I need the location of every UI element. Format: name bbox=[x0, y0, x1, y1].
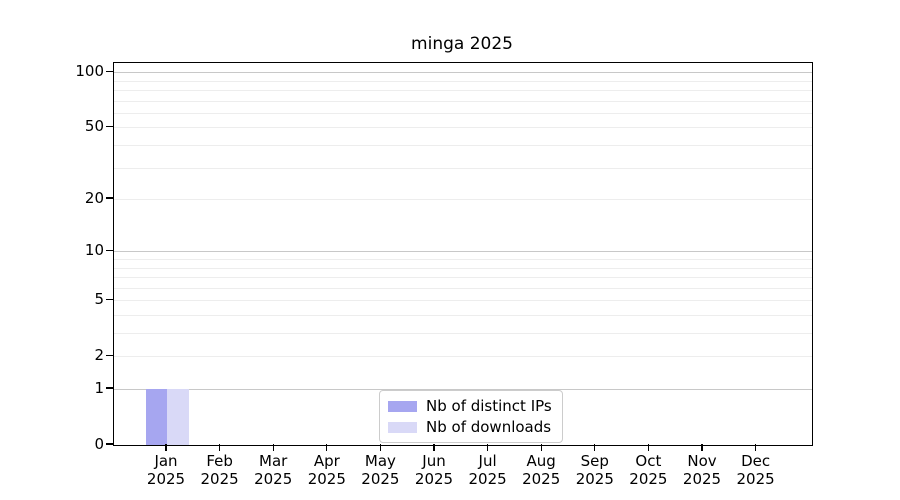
x-tick-label: Oct 2025 bbox=[616, 452, 680, 488]
x-tick-label: Dec 2025 bbox=[724, 452, 788, 488]
x-tick-year: 2025 bbox=[736, 470, 775, 488]
y-tick-label: 1 bbox=[94, 379, 104, 397]
y-tick-label: 5 bbox=[94, 290, 104, 309]
x-tick-year: 2025 bbox=[307, 470, 346, 488]
gridline-minor bbox=[114, 267, 812, 269]
x-tick-label: Jun 2025 bbox=[402, 452, 466, 488]
x-tick-label: May 2025 bbox=[348, 452, 412, 488]
gridline-minor bbox=[114, 333, 812, 334]
x-tick-year: 2025 bbox=[146, 470, 186, 488]
legend-label-downloads: Nb of downloads bbox=[426, 418, 552, 436]
gridline-major bbox=[114, 251, 812, 253]
legend-row-downloads: Nb of downloads bbox=[388, 418, 552, 436]
legend-swatch-distinct-ips bbox=[388, 400, 417, 412]
gridline-minor bbox=[114, 127, 812, 129]
gridline-major bbox=[114, 72, 812, 74]
y-tick-label: 100 bbox=[75, 62, 104, 81]
x-tick-year: 2025 bbox=[468, 470, 507, 488]
x-tick-mark bbox=[647, 444, 649, 451]
x-tick-label: Aug 2025 bbox=[509, 452, 573, 488]
y-tick-label: 10 bbox=[84, 241, 104, 260]
x-tick-year: 2025 bbox=[200, 470, 239, 488]
y-tick-label: 20 bbox=[84, 189, 104, 207]
y-tick-mark bbox=[106, 354, 113, 356]
x-tick-mark bbox=[379, 444, 381, 451]
y-tick-mark bbox=[106, 387, 113, 389]
gridline-minor bbox=[114, 112, 812, 114]
x-tick-month: Nov bbox=[687, 452, 717, 470]
x-tick-year: 2025 bbox=[575, 470, 614, 488]
x-tick-year: 2025 bbox=[414, 470, 454, 488]
y-tick-label: 2 bbox=[94, 346, 104, 365]
x-tick-mark bbox=[433, 444, 435, 451]
x-tick-year: 2025 bbox=[629, 470, 668, 488]
gridline-minor bbox=[114, 356, 812, 358]
y-tick-mark bbox=[106, 298, 113, 300]
gridline-minor bbox=[114, 100, 812, 102]
y-tick-label: 0 bbox=[94, 435, 104, 453]
x-tick-mark bbox=[326, 444, 328, 451]
x-tick-label: Apr 2025 bbox=[295, 452, 359, 488]
gridline-major bbox=[114, 389, 812, 390]
x-tick-year: 2025 bbox=[361, 470, 400, 488]
x-tick-mark bbox=[165, 444, 167, 451]
x-tick-month: Jan bbox=[154, 452, 178, 470]
chart-title: minga 2025 bbox=[411, 34, 513, 54]
y-tick-label: 50 bbox=[84, 117, 104, 136]
x-tick-label: Feb 2025 bbox=[188, 452, 252, 488]
gridline-minor bbox=[114, 89, 812, 91]
x-tick-month: Jul bbox=[478, 452, 497, 470]
x-tick-year: 2025 bbox=[522, 470, 561, 488]
x-tick-month: Dec bbox=[741, 452, 771, 470]
gridline-minor bbox=[114, 199, 812, 200]
gridline-minor bbox=[114, 80, 812, 82]
x-tick-label: Sep 2025 bbox=[563, 452, 627, 488]
y-tick-mark bbox=[106, 249, 113, 251]
x-tick-month: May bbox=[364, 452, 396, 470]
x-tick-mark bbox=[594, 444, 596, 451]
x-tick-month: Jun bbox=[422, 452, 446, 470]
x-tick-month: Oct bbox=[635, 452, 662, 470]
y-tick-mark bbox=[106, 125, 113, 127]
x-tick-label: Nov 2025 bbox=[670, 452, 734, 488]
gridline-minor bbox=[114, 287, 812, 289]
y-tick-mark bbox=[106, 443, 113, 445]
x-tick-mark bbox=[272, 444, 274, 451]
legend: Nb of distinct IPs Nb of downloads bbox=[379, 390, 563, 443]
x-tick-month: Sep bbox=[580, 452, 609, 470]
plot-area: Nb of distinct IPs Nb of downloads bbox=[113, 62, 813, 446]
x-tick-mark bbox=[701, 444, 703, 451]
y-tick-mark bbox=[106, 197, 113, 199]
x-tick-mark bbox=[540, 444, 542, 451]
bar-nb-of-downloads bbox=[167, 389, 189, 445]
x-tick-month: Apr bbox=[313, 452, 340, 470]
x-tick-mark bbox=[219, 444, 221, 451]
legend-row-distinct-ips: Nb of distinct IPs bbox=[388, 397, 552, 415]
x-tick-month: Aug bbox=[526, 452, 556, 470]
bar-nb-of-distinct-ips bbox=[145, 389, 167, 445]
x-tick-label: Mar 2025 bbox=[241, 452, 305, 488]
gridline-minor bbox=[114, 314, 812, 316]
legend-label-distinct-ips: Nb of distinct IPs bbox=[426, 397, 552, 415]
legend-swatch-downloads bbox=[388, 421, 417, 433]
gridline-minor bbox=[114, 258, 812, 260]
x-tick-mark bbox=[755, 444, 757, 451]
x-tick-month: Feb bbox=[206, 452, 233, 470]
gridline-minor bbox=[114, 300, 812, 302]
gridline-minor bbox=[114, 167, 812, 169]
y-tick-mark bbox=[106, 70, 113, 72]
x-tick-year: 2025 bbox=[682, 470, 722, 488]
x-tick-year: 2025 bbox=[254, 470, 293, 488]
gridline-minor bbox=[114, 277, 812, 278]
x-tick-month: Mar bbox=[259, 452, 288, 470]
gridline-minor bbox=[114, 144, 812, 146]
x-tick-mark bbox=[487, 444, 489, 451]
x-tick-label: Jul 2025 bbox=[456, 452, 520, 488]
x-tick-label: Jan 2025 bbox=[134, 452, 198, 488]
